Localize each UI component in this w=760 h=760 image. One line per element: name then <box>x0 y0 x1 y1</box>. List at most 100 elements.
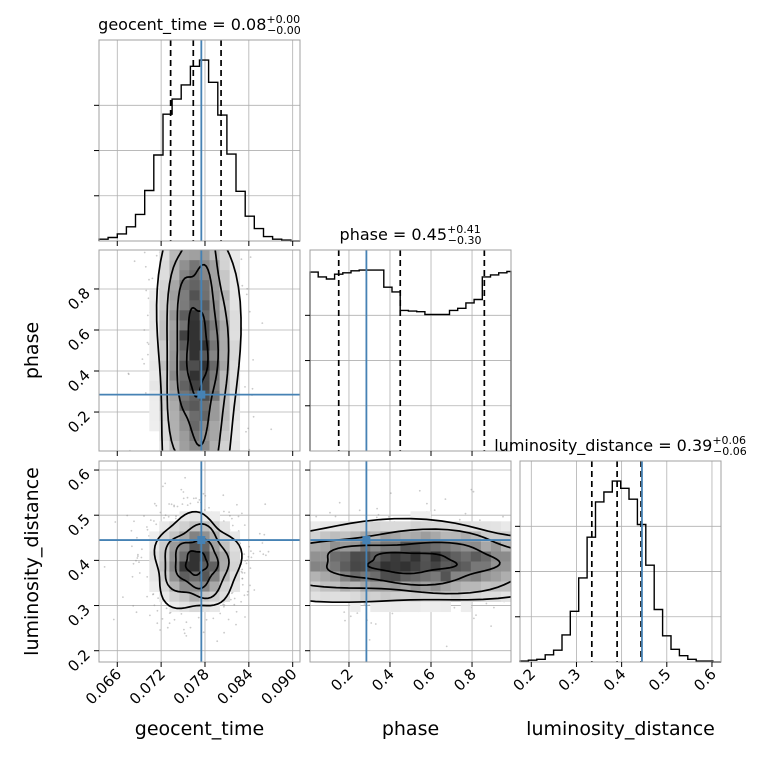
density-cell <box>219 270 230 281</box>
density-cell <box>149 380 160 391</box>
density-cell <box>219 320 230 331</box>
density-cell <box>450 521 462 532</box>
density-cell <box>360 591 371 602</box>
sample-point <box>464 512 467 515</box>
density-cell <box>199 270 210 281</box>
contour-level-2 <box>176 263 220 447</box>
sample-point <box>127 372 130 375</box>
density-cell <box>169 290 180 301</box>
density-cell <box>490 571 502 582</box>
sample-point <box>176 505 179 508</box>
density-cell <box>460 561 472 572</box>
density-cell <box>209 290 220 301</box>
density-cell <box>390 551 401 562</box>
density-cell <box>470 541 482 552</box>
panel-frame <box>309 460 512 663</box>
sample-point <box>204 494 207 497</box>
sample-point <box>185 635 188 637</box>
density-cell <box>209 581 220 592</box>
sample-point <box>156 622 159 625</box>
density-cell <box>149 300 160 311</box>
sample-point <box>148 278 150 281</box>
sample-point <box>502 515 504 518</box>
sample-point <box>243 524 246 526</box>
sample-point <box>245 430 247 433</box>
density-cell <box>209 360 220 371</box>
sample-point <box>161 618 164 620</box>
density-cell <box>400 591 411 602</box>
density-cell <box>450 551 462 562</box>
sample-point <box>153 604 156 607</box>
sample-point <box>170 503 173 506</box>
sample-point <box>126 514 129 517</box>
density-cell <box>430 571 441 582</box>
density-cell <box>149 320 160 331</box>
density-cell <box>209 330 220 341</box>
density-cell <box>330 551 341 562</box>
density-cell <box>209 430 220 442</box>
density-cell <box>159 320 170 331</box>
sample-point <box>246 287 249 290</box>
density-cell <box>169 390 180 402</box>
sample-point <box>349 615 352 618</box>
sample-point <box>137 553 139 556</box>
density-cell <box>209 390 220 402</box>
density-cell <box>169 441 180 451</box>
sample-point <box>241 583 244 586</box>
sample-point <box>244 560 247 562</box>
density-cell <box>370 521 381 532</box>
density-cell <box>169 330 180 341</box>
density-cell <box>159 571 170 582</box>
density-cell <box>209 511 220 522</box>
density-cell <box>219 551 230 562</box>
sample-point <box>174 517 177 520</box>
sample-point <box>265 554 267 557</box>
density-cell <box>320 561 331 572</box>
sample-point <box>135 559 137 562</box>
sample-point <box>252 552 255 555</box>
density-cell <box>219 581 230 592</box>
density-cell <box>219 340 230 351</box>
sample-point <box>143 362 146 365</box>
sample-point <box>141 548 143 551</box>
sample-point <box>343 611 346 613</box>
density-cell <box>370 541 381 552</box>
density-cell <box>179 270 190 281</box>
sample-point <box>130 529 133 532</box>
density-cell <box>159 310 170 321</box>
density-cell <box>490 581 502 592</box>
sample-point <box>249 584 251 587</box>
density-cell <box>420 551 431 562</box>
sample-point <box>235 623 237 626</box>
density-cell <box>179 390 190 402</box>
density-cell <box>209 561 220 572</box>
density-cell <box>229 290 241 301</box>
sample-point <box>245 562 248 565</box>
panel-title-geocent_time: geocent_time = 0.08+0.00 −0.00 <box>98 13 301 37</box>
density-cell <box>360 541 371 552</box>
sample-point <box>315 515 318 518</box>
density-cell <box>310 541 321 552</box>
density-cell <box>199 441 210 451</box>
density-cell <box>219 591 230 602</box>
x-tick-label: 0.090 <box>257 665 300 708</box>
density-cell <box>380 591 391 602</box>
sample-point <box>164 514 167 517</box>
x-axis-label-phase: phase <box>382 718 439 740</box>
density-cell <box>159 300 170 311</box>
density-cell <box>480 521 492 532</box>
density-cell <box>460 541 472 552</box>
density-cell <box>179 571 190 582</box>
density-cell <box>189 551 200 562</box>
density-cell <box>410 581 421 592</box>
sample-point <box>197 616 200 619</box>
sample-point <box>426 502 428 505</box>
density-cell <box>199 541 210 552</box>
sample-point <box>143 251 146 254</box>
density-cell <box>229 561 241 572</box>
density-cell <box>169 430 180 442</box>
density-cell <box>149 400 160 412</box>
sample-point <box>229 598 232 601</box>
density-cell <box>310 591 321 602</box>
density-cell <box>219 531 230 542</box>
